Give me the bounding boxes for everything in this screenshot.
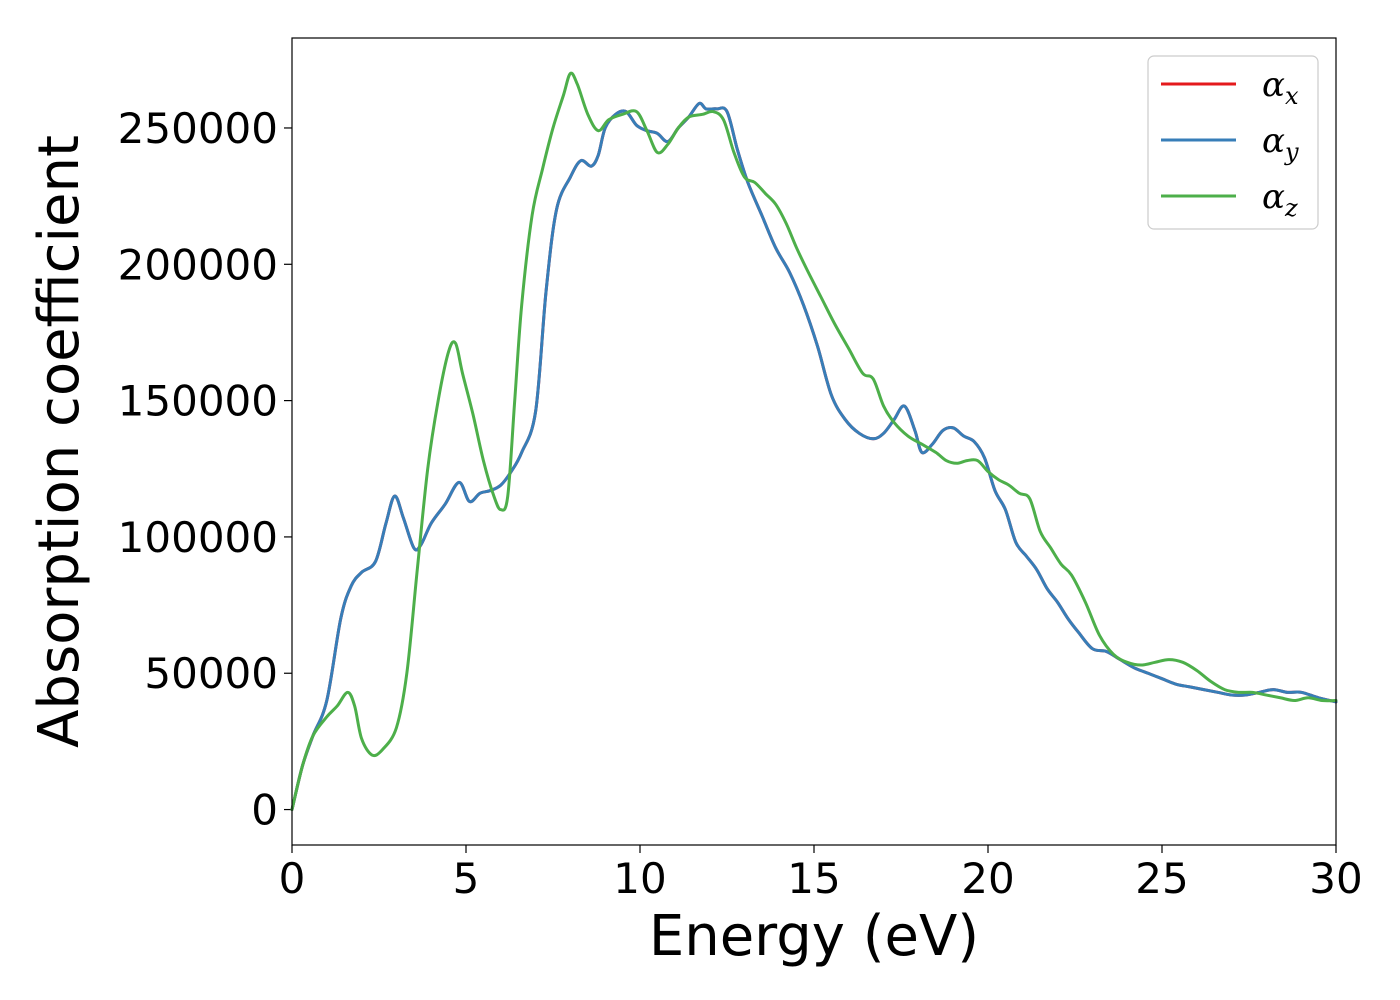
y-tick-label: 200000 xyxy=(118,240,278,289)
series-line-alpha-z xyxy=(290,71,1338,812)
series-lines xyxy=(290,71,1338,812)
x-tick-label: 30 xyxy=(1309,854,1362,903)
plot-frame xyxy=(291,37,1337,846)
legend-label-subscript: y xyxy=(1284,138,1299,166)
y-tick-label: 100000 xyxy=(118,513,278,562)
legend-label-symbol: α xyxy=(1262,177,1285,217)
legend-label-alpha-x: αx xyxy=(1262,65,1299,110)
ticks-layer: 0 5 10 15 20 25 30 0 50000 100000 150000 200000 2500… xyxy=(118,104,1363,903)
x-tick-label: 15 xyxy=(787,854,840,903)
x-tick-label: 25 xyxy=(1135,854,1188,903)
legend-label-alpha-z: αz xyxy=(1262,177,1298,222)
x-tick-label: 0 xyxy=(279,854,306,903)
y-axis-label: Absorption coefficient xyxy=(27,135,92,748)
x-axis-label: Energy (eV) xyxy=(649,904,979,969)
legend-label-symbol: α xyxy=(1262,121,1285,161)
y-tick-label: 0 xyxy=(251,786,278,835)
y-tick-label: 50000 xyxy=(144,649,278,698)
legend-label-subscript: z xyxy=(1284,194,1298,222)
x-tick-label: 10 xyxy=(613,854,666,903)
legend-box xyxy=(1147,55,1319,230)
legend-label-symbol: α xyxy=(1262,65,1285,105)
legend-label-subscript: x xyxy=(1285,82,1299,110)
x-tick-label: 5 xyxy=(453,854,480,903)
y-tick-label: 150000 xyxy=(118,377,278,426)
x-tick-label: 20 xyxy=(961,854,1014,903)
y-tick-label: 250000 xyxy=(118,104,278,153)
legend-label-alpha-y: αy xyxy=(1262,121,1299,166)
